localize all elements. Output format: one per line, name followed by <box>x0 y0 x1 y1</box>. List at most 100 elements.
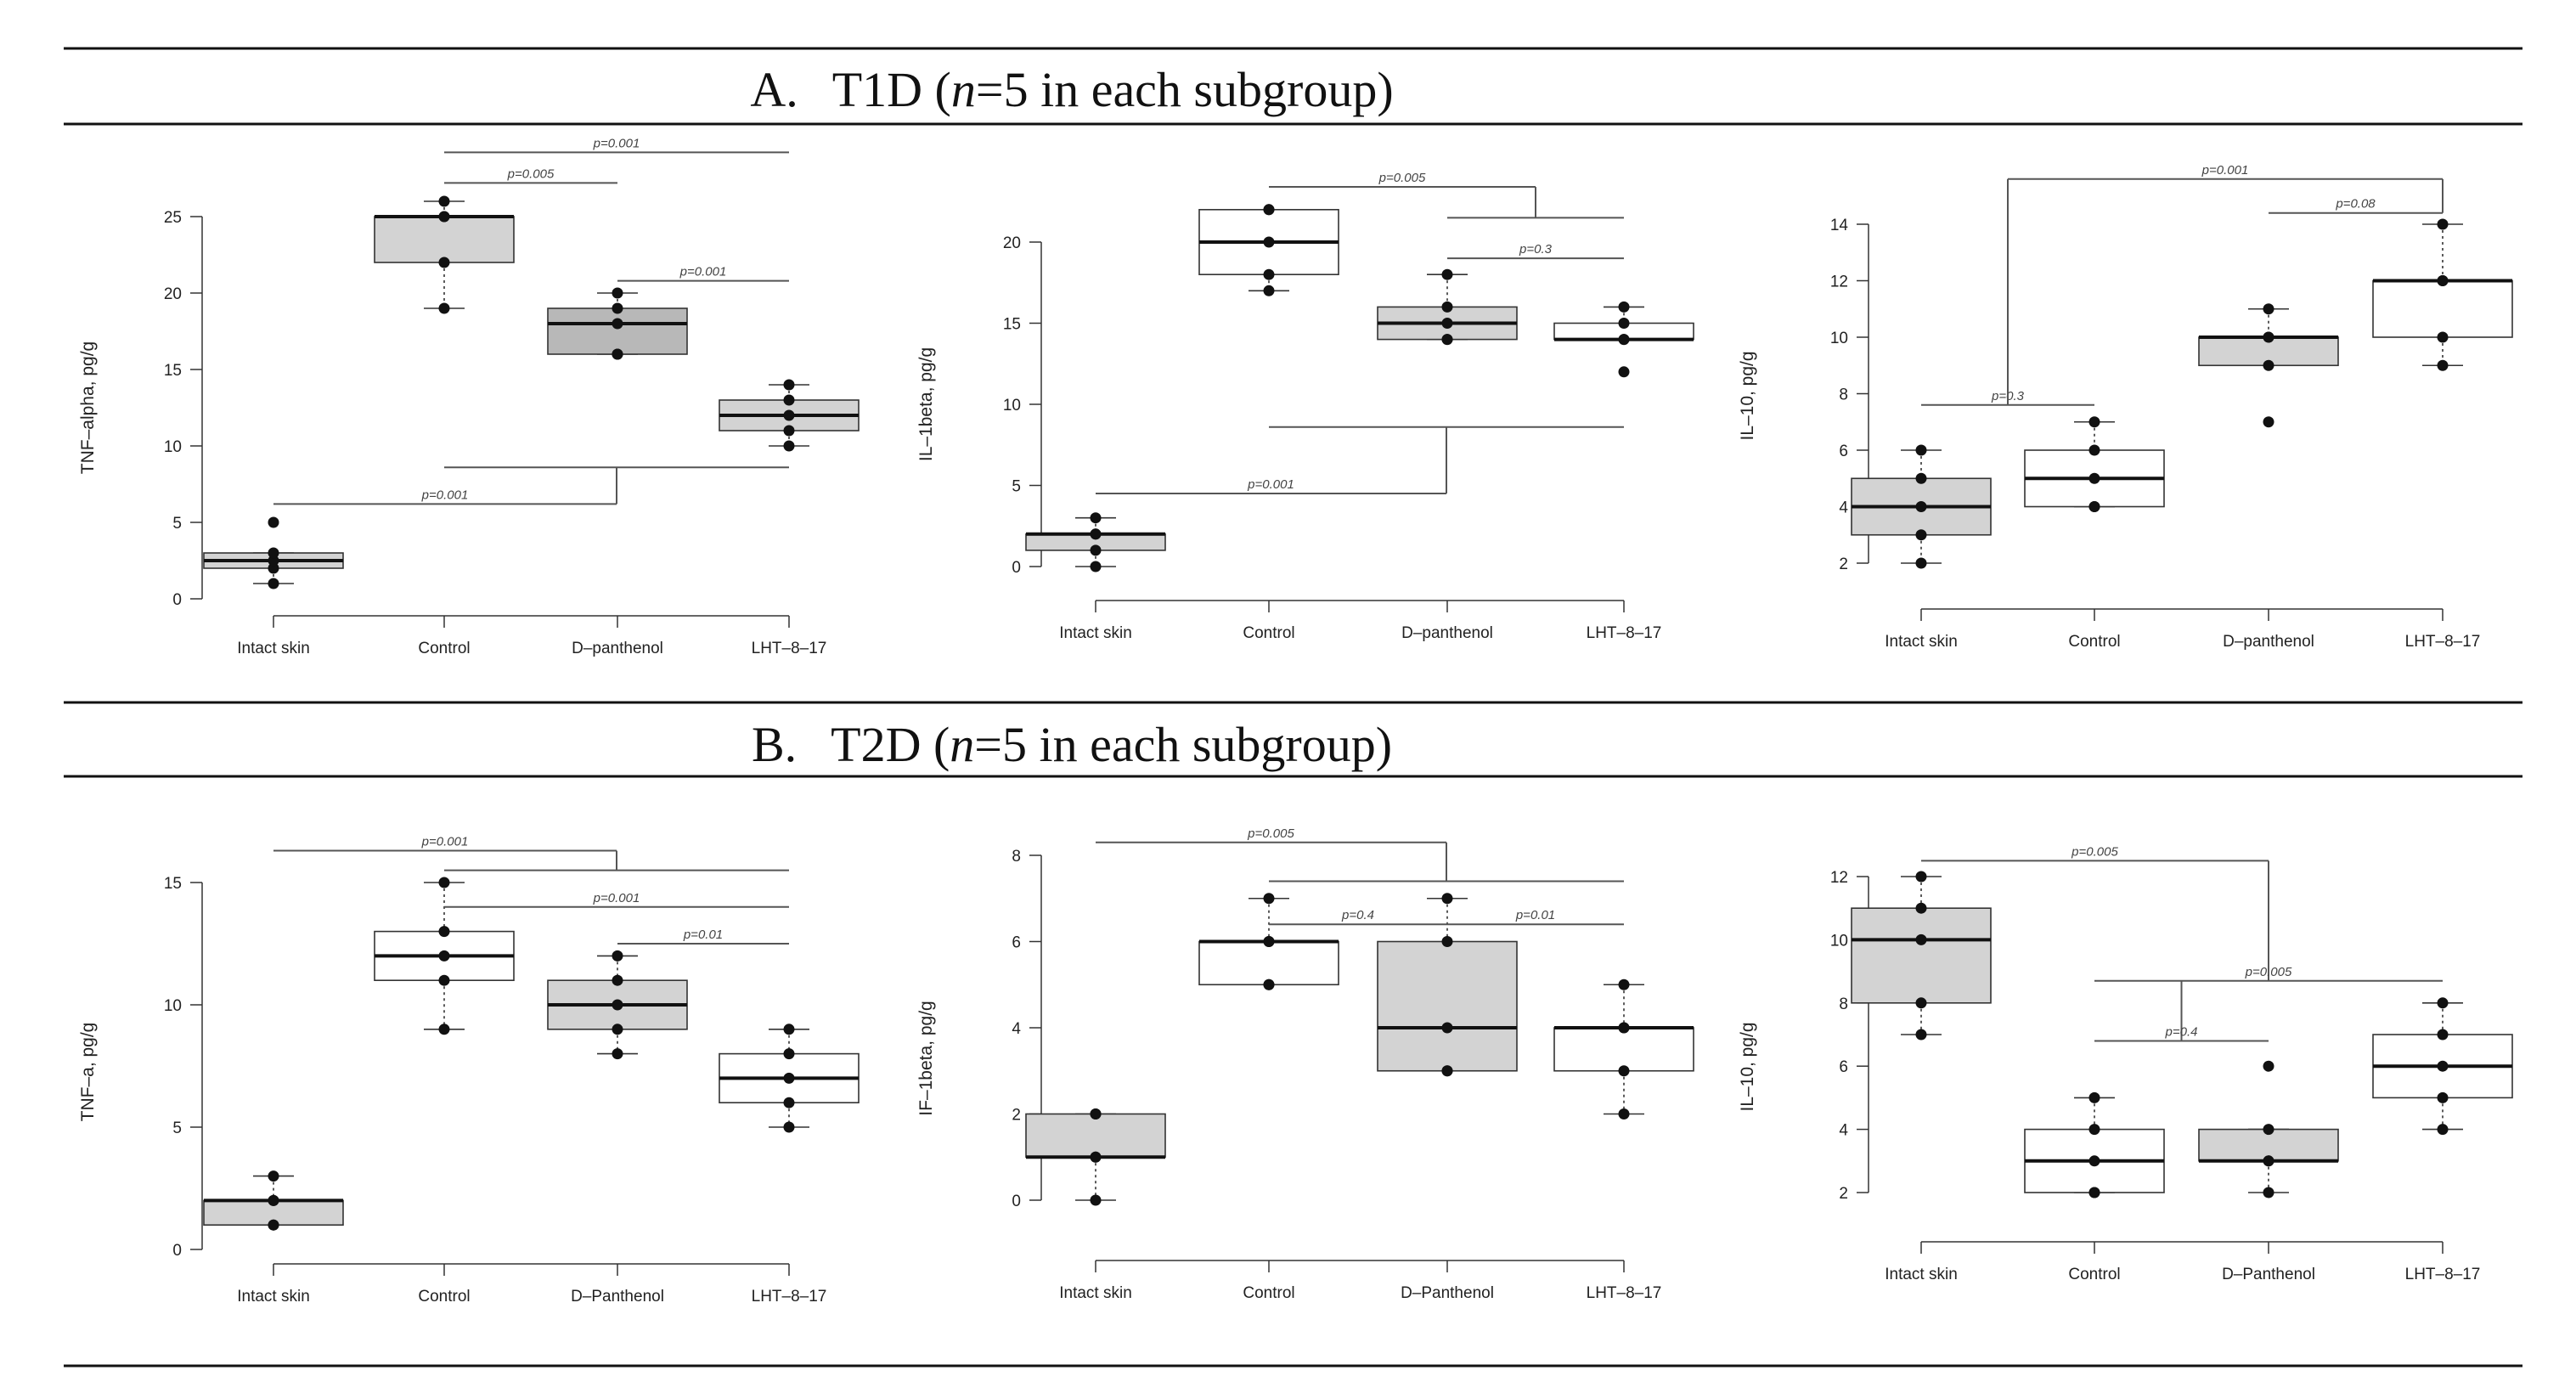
data-point <box>268 1194 279 1206</box>
data-point <box>783 379 795 391</box>
data-point <box>1441 268 1453 280</box>
data-point <box>268 562 279 574</box>
y-tick-label: 0 <box>1012 559 1021 577</box>
y-axis-title: IL–10, pg/g <box>1738 351 1757 440</box>
data-point <box>612 318 623 330</box>
data-point <box>612 974 623 986</box>
y-tick-label: 2 <box>1839 1185 1848 1203</box>
category-label: D–Panthenol <box>571 1288 664 1306</box>
data-point <box>1263 236 1275 248</box>
data-point <box>1441 318 1453 329</box>
data-point <box>2263 416 2274 428</box>
data-point <box>2088 1155 2100 1167</box>
data-point <box>1090 561 1102 572</box>
data-point <box>438 974 450 986</box>
data-point <box>1263 893 1275 905</box>
box-iqr <box>1377 940 1518 1072</box>
data-point <box>2263 331 2274 343</box>
data-point <box>1090 1151 1102 1163</box>
data-point <box>268 578 279 589</box>
data-point <box>612 302 623 314</box>
y-tick-label: 0 <box>172 1242 182 1260</box>
category-label: LHT–8–17 <box>752 640 827 657</box>
data-point <box>612 1048 623 1060</box>
p-value-label: p=0.005 <box>2245 965 2292 979</box>
category-label: LHT–8–17 <box>2405 1266 2481 1283</box>
y-tick-label: 2 <box>1012 1107 1021 1125</box>
y-tick-label: 15 <box>164 362 182 380</box>
data-point <box>438 950 450 962</box>
data-point <box>783 394 795 406</box>
panel-b-il10: 2 4 6 8 10 12 IL–10, pg/g Intact skin Control D–P… <box>1738 844 2513 1283</box>
data-point <box>2088 501 2100 512</box>
data-point <box>1441 334 1453 346</box>
data-point <box>2437 275 2449 286</box>
panel-a-tnf-alpha: 0 5 10 15 20 25 TNF–alpha, pg/g Intact skin Cont… <box>78 136 860 657</box>
category-label: Control <box>1243 1284 1294 1302</box>
data-point <box>1441 893 1453 905</box>
data-point <box>268 547 279 559</box>
box-iqr <box>1851 907 1992 1004</box>
data-point <box>783 1024 795 1035</box>
data-point <box>612 287 623 299</box>
data-point <box>1618 978 1630 990</box>
y-tick-label: 25 <box>164 209 182 227</box>
data-point <box>1618 366 1630 378</box>
data-point <box>1915 557 1927 569</box>
y-tick-label: 6 <box>1839 443 1848 460</box>
y-tick-label: 10 <box>1003 397 1021 415</box>
data-point <box>783 1121 795 1133</box>
p-value-label: p=0.001 <box>679 265 727 279</box>
data-point <box>2263 303 2274 315</box>
data-point <box>2437 331 2449 343</box>
p-value-label: p=0.4 <box>1341 908 1374 922</box>
data-point <box>1915 444 1927 456</box>
data-point <box>1441 1022 1453 1034</box>
y-tick-label: 4 <box>1012 1020 1021 1038</box>
panel-b-if1beta: 0 2 4 6 8 IF–1beta, pg/g Intact skin Control D–P… <box>916 826 1694 1302</box>
category-label: Control <box>418 1288 470 1306</box>
box-iqr <box>547 307 688 355</box>
p-value-label: p=0.001 <box>421 835 469 849</box>
p-value-label: p=0.005 <box>2071 844 2118 859</box>
y-tick-label: 20 <box>1003 234 1021 252</box>
data-point <box>1263 204 1275 216</box>
data-point <box>438 877 450 888</box>
data-point <box>1441 301 1453 313</box>
y-tick-label: 6 <box>1839 1058 1848 1076</box>
category-label: Intact skin <box>237 640 310 657</box>
y-axis-title: IL–1beta, pg/g <box>916 347 936 461</box>
data-point <box>1441 1065 1453 1077</box>
data-point <box>1263 285 1275 296</box>
data-point <box>1090 544 1102 556</box>
data-point <box>2263 359 2274 371</box>
p-value-label: p=0.005 <box>507 166 555 181</box>
data-point <box>1915 902 1927 914</box>
category-label: LHT–8–17 <box>1587 624 1662 642</box>
y-tick-label: 4 <box>1839 1122 1848 1140</box>
data-point <box>783 425 795 437</box>
p-value-label: p=0.08 <box>2335 197 2376 211</box>
data-point <box>783 409 795 421</box>
data-point <box>2263 1060 2274 1072</box>
data-point <box>1618 1065 1630 1077</box>
p-value-label: p=0.001 <box>593 891 640 905</box>
y-tick-label: 0 <box>1012 1193 1021 1210</box>
y-tick-label: 15 <box>164 875 182 893</box>
data-point <box>438 195 450 207</box>
section-a-heading: A. T1D (n=5 in each subgroup) <box>750 62 1393 117</box>
data-point <box>1915 1029 1927 1041</box>
data-point <box>1263 978 1275 990</box>
data-point <box>438 1024 450 1035</box>
data-point <box>2263 1155 2274 1167</box>
data-point <box>783 1048 795 1060</box>
data-point <box>1090 1194 1102 1206</box>
y-tick-label: 0 <box>172 591 182 609</box>
data-point <box>612 348 623 360</box>
data-point <box>438 302 450 314</box>
p-value-label: p=0.01 <box>1515 908 1555 922</box>
y-tick-label: 14 <box>1830 217 1849 234</box>
category-label: LHT–8–17 <box>752 1288 827 1306</box>
data-point <box>1618 301 1630 313</box>
p-value-label: p=0.4 <box>2165 1024 2198 1039</box>
